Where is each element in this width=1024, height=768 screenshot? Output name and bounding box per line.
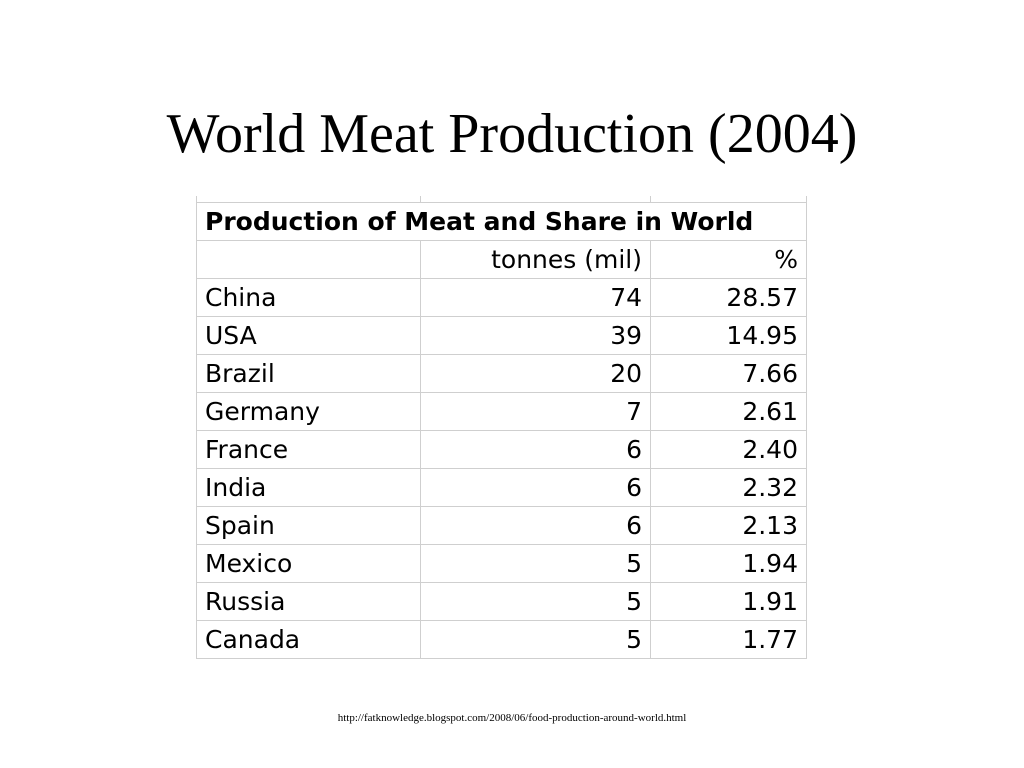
share-cell: 7.66	[650, 353, 807, 393]
slide-title: World Meat Production (2004)	[166, 103, 858, 165]
table-row: Mexico 5 1.94	[196, 543, 807, 583]
share-cell: 2.61	[650, 391, 807, 431]
country-cell: China	[196, 277, 421, 317]
table-row: Canada 5 1.77	[196, 619, 807, 659]
table-row: Russia 5 1.91	[196, 581, 807, 621]
table-row: USA 39 14.95	[196, 315, 807, 355]
share-cell: 28.57	[650, 277, 807, 317]
share-cell: 2.40	[650, 429, 807, 469]
table-heading-row: Production of Meat and Share in World	[196, 201, 807, 241]
tonnes-cell: 20	[420, 353, 651, 393]
tonnes-cell: 5	[420, 543, 651, 583]
share-cell: 14.95	[650, 315, 807, 355]
share-cell: 2.32	[650, 467, 807, 507]
spreadsheet-table: Production of Meat and Share in World to…	[196, 196, 808, 678]
country-cell: Russia	[196, 581, 421, 621]
table-row: Brazil 20 7.66	[196, 353, 807, 393]
column-header-share: %	[650, 239, 807, 279]
share-cell: 1.94	[650, 543, 807, 583]
share-cell: 1.77	[650, 619, 807, 659]
country-cell: Mexico	[196, 543, 421, 583]
table-row: China 74 28.57	[196, 277, 807, 317]
country-cell: India	[196, 467, 421, 507]
tonnes-cell: 6	[420, 429, 651, 469]
share-cell: 1.91	[650, 581, 807, 621]
share-cell: 2.13	[650, 505, 807, 545]
table-row: Spain 6 2.13	[196, 505, 807, 545]
meat-production-table: Production of Meat and Share in World to…	[196, 196, 807, 659]
country-cell: Canada	[196, 619, 421, 659]
country-cell: Germany	[196, 391, 421, 431]
country-cell: Spain	[196, 505, 421, 545]
source-link: http://fatknowledge.blogspot.com/2008/06…	[337, 712, 687, 724]
tonnes-cell: 5	[420, 581, 651, 621]
country-cell: Brazil	[196, 353, 421, 393]
tonnes-cell: 5	[420, 619, 651, 659]
tonnes-cell: 6	[420, 505, 651, 545]
table-row: India 6 2.32	[196, 467, 807, 507]
table-header-row: tonnes (mil) %	[196, 239, 807, 279]
tonnes-cell: 6	[420, 467, 651, 507]
tonnes-cell: 39	[420, 315, 651, 355]
table-heading: Production of Meat and Share in World	[196, 201, 807, 241]
country-cell: USA	[196, 315, 421, 355]
country-cell: France	[196, 429, 421, 469]
table-row: Germany 7 2.61	[196, 391, 807, 431]
column-header-country	[196, 239, 421, 279]
column-header-tonnes: tonnes (mil)	[420, 239, 651, 279]
tonnes-cell: 74	[420, 277, 651, 317]
tonnes-cell: 7	[420, 391, 651, 431]
table-row: France 6 2.40	[196, 429, 807, 469]
